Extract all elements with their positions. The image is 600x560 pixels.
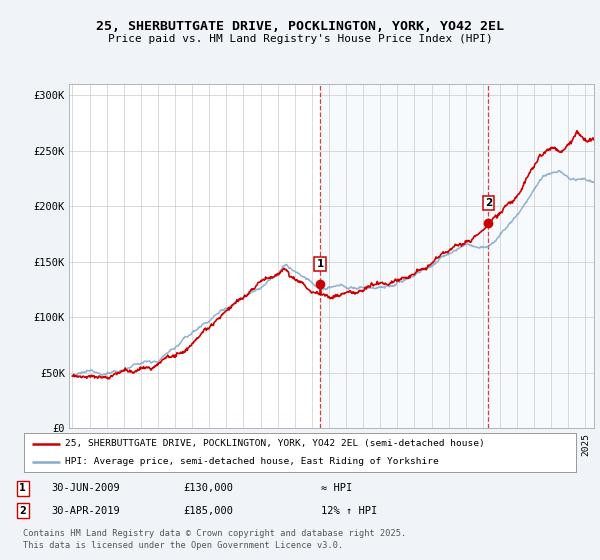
Bar — [320, 84, 600, 428]
Text: 1: 1 — [317, 259, 324, 269]
Text: 25, SHERBUTTGATE DRIVE, POCKLINGTON, YORK, YO42 2EL (semi-detached house): 25, SHERBUTTGATE DRIVE, POCKLINGTON, YOR… — [65, 439, 485, 448]
Text: 30-JUN-2009: 30-JUN-2009 — [51, 483, 120, 493]
Text: 2: 2 — [485, 198, 492, 208]
Text: 25, SHERBUTTGATE DRIVE, POCKLINGTON, YORK, YO42 2EL: 25, SHERBUTTGATE DRIVE, POCKLINGTON, YOR… — [96, 20, 504, 32]
Text: Price paid vs. HM Land Registry's House Price Index (HPI): Price paid vs. HM Land Registry's House … — [107, 34, 493, 44]
Text: HPI: Average price, semi-detached house, East Riding of Yorkshire: HPI: Average price, semi-detached house,… — [65, 458, 439, 466]
Text: ≈ HPI: ≈ HPI — [321, 483, 352, 493]
Text: 30-APR-2019: 30-APR-2019 — [51, 506, 120, 516]
Text: 1: 1 — [19, 483, 26, 493]
Text: £130,000: £130,000 — [183, 483, 233, 493]
Text: Contains HM Land Registry data © Crown copyright and database right 2025.
This d: Contains HM Land Registry data © Crown c… — [23, 529, 406, 550]
Text: 12% ↑ HPI: 12% ↑ HPI — [321, 506, 377, 516]
Text: £185,000: £185,000 — [183, 506, 233, 516]
Text: 2: 2 — [19, 506, 26, 516]
